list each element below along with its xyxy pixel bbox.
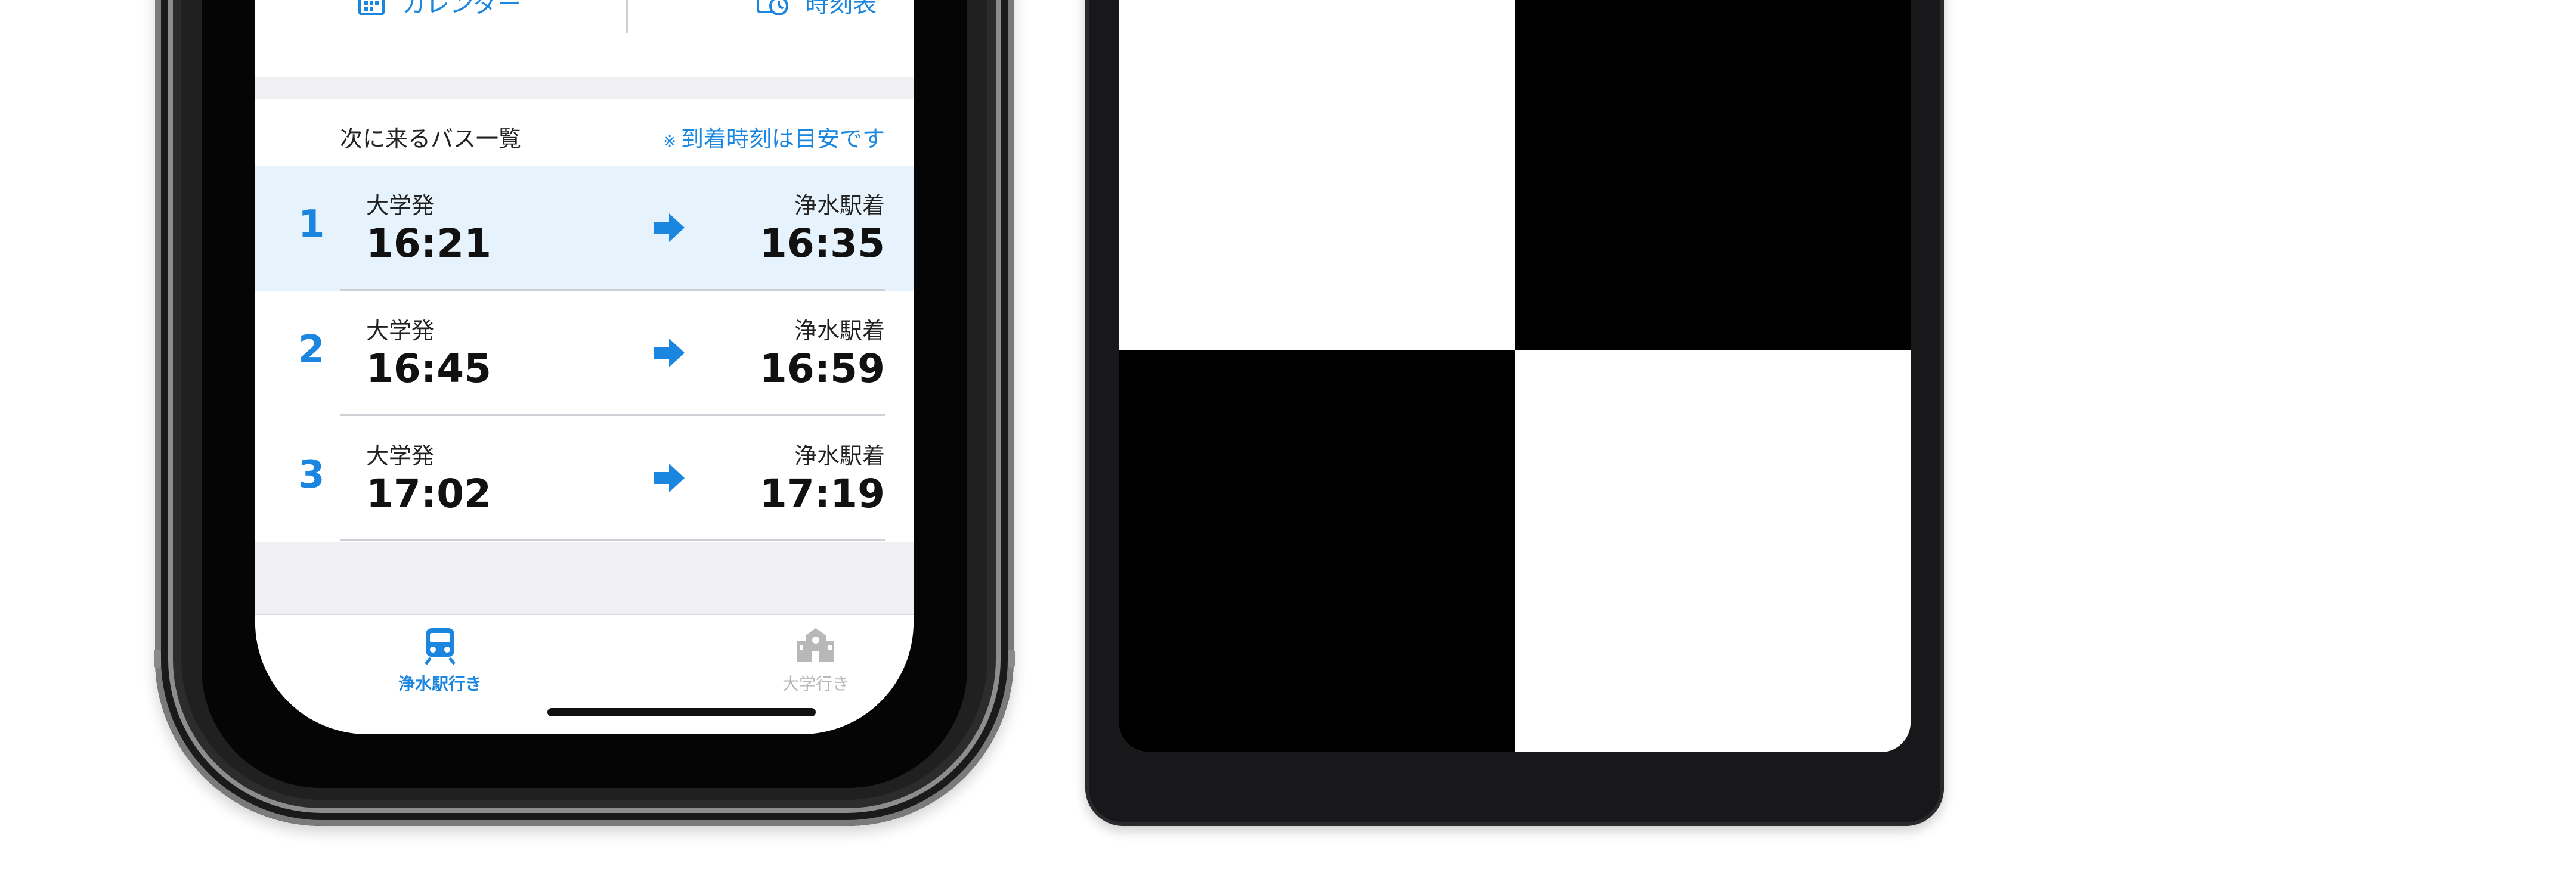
tab-label: 大学行き (782, 674, 849, 694)
row-divider (340, 414, 885, 416)
arrival-note: ※ 到着時刻は目安です (663, 120, 885, 153)
list-bottom-space (255, 542, 914, 614)
train-icon (425, 628, 456, 665)
bus-list-title: 次に来るバス一覧 (340, 126, 522, 152)
note-mark: ※ (663, 133, 676, 151)
checker-tile-white (1515, 350, 1911, 752)
arrival-time: 16:35 (759, 221, 885, 266)
iphone-screen: カレンダー 時刻表 次に来るバス一覧 ※ 到着時刻は目安です (255, 0, 914, 734)
arrival-label: 浄水駅着 (794, 443, 885, 469)
arrival-note-text: 到着時刻は目安です (680, 126, 885, 152)
row-index: 2 (298, 328, 325, 372)
arrow-right-icon (654, 339, 685, 367)
android-mockup (1085, 0, 1944, 826)
arrival-time: 16:59 (759, 346, 885, 392)
tab-bar: 浄水駅行き 大学行き (255, 614, 914, 722)
bus-row-2[interactable]: 2 大学発 16:45 浄水駅着 16:59 (255, 291, 914, 416)
bus-list-header: 次に来るバス一覧 ※ 到着時刻は目安です (255, 99, 914, 166)
checker-tile-black (1515, 0, 1911, 350)
arrow-right-icon (654, 213, 685, 242)
departure-label: 大学発 (366, 318, 435, 344)
arrival-label: 浄水駅着 (794, 193, 885, 219)
checker-tile-white (1119, 0, 1515, 350)
calendar-button-label: カレンダー (402, 0, 521, 18)
timetable-clock-icon (757, 0, 788, 15)
row-divider (340, 289, 885, 291)
arrival-label: 浄水駅着 (794, 318, 885, 344)
tab-label: 浄水駅行き (398, 674, 482, 694)
bus-row-3[interactable]: 3 大学発 17:02 浄水駅着 17:19 (255, 416, 914, 541)
top-action-bar (255, 0, 914, 77)
row-index: 1 (298, 203, 325, 247)
departure-label: 大学発 (366, 193, 435, 219)
iphone-mockup: カレンダー 時刻表 次に来るバス一覧 ※ 到着時刻は目安です (154, 0, 1015, 826)
row-index: 3 (298, 453, 325, 497)
timetable-button[interactable]: 時刻表 (756, 0, 877, 18)
checker-tile-black (1119, 350, 1515, 752)
side-button-right (1008, 650, 1015, 668)
school-icon (797, 628, 834, 662)
bus-row-1[interactable]: 1 大学発 16:21 浄水駅着 16:35 (255, 166, 914, 291)
side-button-left (154, 650, 161, 668)
row-divider (340, 539, 885, 541)
calendar-button[interactable]: カレンダー (357, 0, 521, 18)
departure-time: 17:02 (366, 471, 492, 517)
tab-to-josui-station[interactable]: 浄水駅行き (351, 626, 530, 695)
section-gap (255, 77, 914, 99)
calendar-icon (358, 0, 385, 15)
tab-to-university[interactable]: 大学行き (726, 626, 905, 695)
android-screen (1119, 0, 1911, 752)
timetable-button-label: 時刻表 (805, 0, 877, 18)
arrival-time: 17:19 (759, 471, 885, 517)
home-indicator (547, 708, 816, 716)
arrow-right-icon (654, 464, 685, 492)
departure-time: 16:45 (366, 346, 492, 392)
departure-label: 大学発 (366, 443, 435, 469)
departure-time: 16:21 (366, 221, 492, 266)
segment-divider (626, 0, 628, 33)
iphone-bezel: カレンダー 時刻表 次に来るバス一覧 ※ 到着時刻は目安です (202, 0, 967, 788)
